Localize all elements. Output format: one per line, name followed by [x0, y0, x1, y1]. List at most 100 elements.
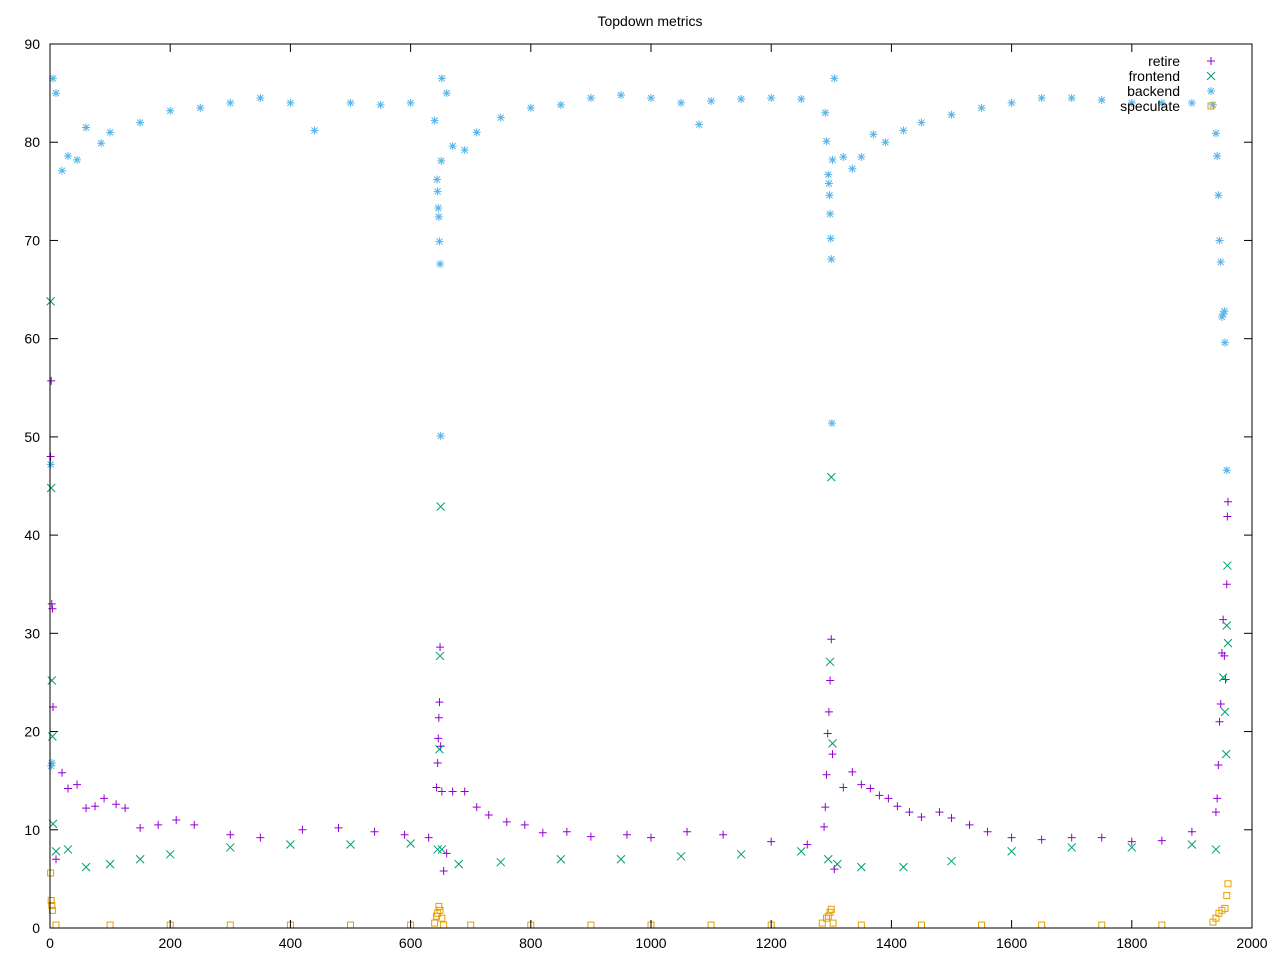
backend-point: [1222, 466, 1231, 475]
retire-point: [1127, 837, 1136, 846]
frontend-point: [51, 847, 61, 856]
retire-point: [683, 827, 692, 836]
frontend-point: [435, 651, 445, 661]
retire-point: [820, 822, 829, 831]
frontend-point: [1221, 749, 1231, 759]
backend-point: [58, 166, 67, 175]
retire-point: [46, 452, 55, 461]
backend-point: [376, 100, 385, 109]
backend-point: [1187, 98, 1196, 107]
backend-point: [433, 187, 442, 196]
backend-point: [1127, 98, 1136, 107]
frontend-point: [823, 854, 833, 864]
frontend-point: [1223, 561, 1232, 570]
retire-point: [828, 750, 837, 759]
series-frontend: [46, 296, 1233, 872]
retire-point: [434, 713, 443, 722]
retire-point: [334, 823, 343, 832]
frontend-point: [1007, 847, 1016, 856]
backend-point: [857, 152, 866, 161]
frontend-point: [454, 859, 464, 869]
retire-point: [58, 768, 67, 777]
retire-point: [190, 820, 199, 829]
retire-point: [64, 784, 73, 793]
backend-point: [448, 142, 457, 151]
frontend-point: [832, 859, 842, 869]
y-tick-label: 40: [24, 527, 40, 543]
speculate-point: [431, 919, 439, 927]
frontend-point: [947, 856, 956, 866]
retire-point: [1220, 651, 1229, 660]
backend-point: [828, 155, 837, 164]
frontend-point: [437, 845, 447, 854]
backend-point: [1007, 98, 1016, 107]
retire-point: [424, 833, 433, 842]
retire-point: [432, 783, 441, 792]
legend-label: retire: [1148, 53, 1180, 69]
backend-point: [977, 103, 986, 112]
legend-marker: [1207, 57, 1215, 65]
frontend-point: [63, 845, 73, 854]
legend-marker: [1206, 71, 1216, 81]
retire-point: [172, 815, 181, 824]
frontend-point: [796, 847, 806, 856]
retire-point: [73, 780, 82, 789]
backend-point: [947, 110, 956, 119]
retire-point: [442, 849, 451, 858]
retire-point: [983, 827, 992, 836]
y-tick-label: 0: [32, 920, 40, 936]
x-tick-label: 1200: [756, 935, 787, 951]
backend-point: [1219, 310, 1228, 319]
backend-point: [1217, 313, 1226, 322]
backend-point: [434, 212, 443, 221]
backend-point: [826, 234, 835, 243]
backend-point: [881, 138, 890, 147]
frontend-point: [828, 738, 837, 748]
backend-point: [826, 209, 835, 218]
x-axis: 0 200 400 600 800 1000 1200 1400 1600 1800 2000: [46, 44, 1268, 951]
retire-point: [435, 698, 444, 707]
retire-point: [1211, 808, 1220, 817]
backend-point: [52, 89, 61, 98]
legend-item-frontend: frontend: [1129, 68, 1216, 84]
backend-point: [827, 255, 836, 264]
backend-point: [472, 128, 481, 137]
series-retire: [46, 376, 1232, 876]
retire-point: [1223, 512, 1232, 521]
frontend-point: [1067, 843, 1077, 852]
frontend-point: [346, 840, 355, 849]
speculate-point: [48, 901, 56, 909]
frontend-point: [616, 854, 626, 864]
backend-point: [526, 103, 535, 112]
retire-point: [827, 635, 836, 644]
retire-point: [370, 827, 379, 836]
backend-point: [430, 116, 439, 125]
backend-point: [707, 96, 716, 105]
backend-point: [827, 419, 836, 428]
backend-point: [406, 98, 415, 107]
backend-point: [46, 460, 55, 469]
retire-point: [1007, 833, 1016, 842]
x-tick-label: 1400: [876, 935, 907, 951]
speculate-point: [1223, 892, 1231, 900]
frontend-point: [676, 851, 686, 861]
backend-point: [848, 164, 857, 173]
retire-point: [502, 817, 511, 826]
backend-point: [47, 761, 56, 770]
frontend-point: [435, 744, 444, 754]
backend-point: [556, 100, 565, 109]
backend-point: [695, 120, 704, 129]
retire-point: [226, 830, 235, 839]
frontend-point: [165, 849, 175, 859]
backend-point: [437, 74, 446, 83]
backend-point: [442, 89, 451, 98]
frontend-point: [225, 843, 235, 852]
legend-label: speculate: [1120, 98, 1180, 114]
backend-point: [97, 139, 106, 148]
x-tick-label: 400: [279, 935, 303, 951]
backend-point: [616, 91, 625, 100]
backend-point: [106, 128, 115, 137]
backend-point: [822, 137, 831, 146]
backend-point: [64, 151, 73, 160]
